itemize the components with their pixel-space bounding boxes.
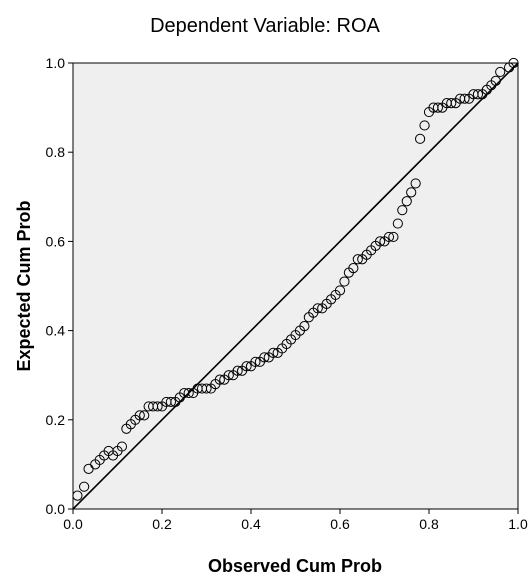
data-point bbox=[250, 356, 261, 367]
data-point bbox=[392, 218, 403, 229]
data-point bbox=[388, 231, 399, 243]
x-tick-label: 0.0 bbox=[63, 516, 83, 532]
data-point bbox=[352, 254, 363, 265]
x-tick-label: 0.6 bbox=[330, 516, 350, 532]
x-tick-label: 0.4 bbox=[241, 516, 261, 532]
y-tick-label: 0.2 bbox=[46, 412, 66, 428]
y-tick-label: 0.6 bbox=[46, 233, 66, 249]
data-point bbox=[259, 352, 270, 363]
data-point bbox=[223, 370, 234, 381]
data-point bbox=[268, 347, 279, 358]
data-point bbox=[415, 133, 426, 144]
y-tick-label: 1.0 bbox=[46, 55, 66, 71]
data-point bbox=[459, 93, 470, 104]
x-tick-label: 0.8 bbox=[419, 516, 439, 532]
data-point bbox=[397, 205, 408, 216]
data-point bbox=[152, 401, 163, 412]
x-tick-label: 0.2 bbox=[152, 516, 172, 532]
data-point bbox=[312, 303, 323, 314]
data-point bbox=[401, 196, 412, 207]
x-axis-label: Observed Cum Prob bbox=[208, 556, 382, 576]
data-point bbox=[201, 383, 212, 394]
data-point bbox=[241, 361, 252, 372]
data-point bbox=[116, 441, 128, 452]
data-point bbox=[472, 89, 484, 100]
data-point bbox=[299, 321, 310, 332]
y-tick-label: 0.0 bbox=[46, 501, 66, 517]
data-point bbox=[406, 187, 417, 198]
data-point bbox=[374, 236, 386, 247]
points-group bbox=[72, 57, 519, 501]
data-point bbox=[139, 410, 150, 421]
data-point bbox=[214, 374, 225, 385]
data-point bbox=[490, 75, 501, 86]
y-tick-label: 0.4 bbox=[46, 323, 66, 339]
plot-frame bbox=[72, 62, 519, 510]
y-axis-label: Expected Cum Prob bbox=[14, 200, 34, 371]
data-point bbox=[232, 365, 243, 376]
data-point bbox=[410, 178, 421, 189]
data-point bbox=[334, 285, 346, 296]
data-point bbox=[165, 396, 176, 408]
data-point bbox=[495, 66, 506, 78]
plot-area bbox=[72, 57, 519, 510]
data-point bbox=[432, 102, 443, 113]
data-point bbox=[134, 410, 145, 421]
y-tick-label: 0.8 bbox=[46, 144, 66, 160]
data-point bbox=[183, 387, 194, 399]
x-axis: 0.0 0.2 0.4 0.6 0.8 1.0 bbox=[63, 509, 528, 532]
data-point bbox=[79, 481, 90, 492]
data-point bbox=[446, 98, 457, 109]
data-point bbox=[383, 231, 395, 243]
x-tick-label: 1.0 bbox=[508, 516, 528, 532]
chart-title: Dependent Variable: ROA bbox=[150, 15, 380, 37]
data-point bbox=[339, 276, 350, 287]
data-point bbox=[348, 263, 359, 274]
reference-line bbox=[72, 62, 519, 510]
y-axis: 0.0 0.2 0.4 0.6 0.8 1.0 bbox=[46, 55, 73, 517]
data-point bbox=[419, 120, 430, 131]
